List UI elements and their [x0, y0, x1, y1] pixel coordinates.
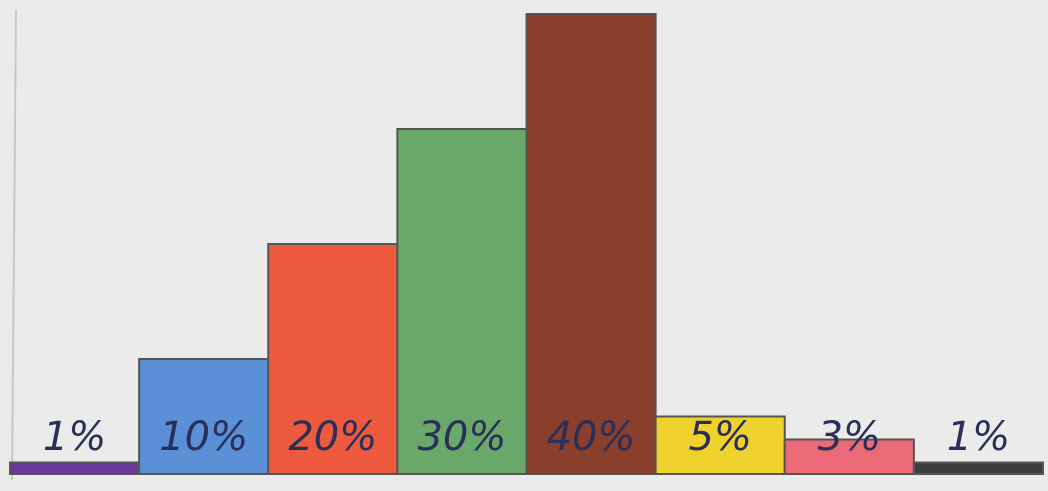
bar [396, 128, 528, 475]
bar [525, 13, 657, 475]
value-label: 1% [947, 414, 1010, 460]
value-label: 20% [288, 414, 377, 460]
value-label: 3% [818, 414, 881, 460]
bar [783, 438, 915, 475]
bar [654, 415, 786, 475]
value-label: 40% [547, 414, 636, 460]
value-label: 10% [159, 414, 248, 460]
y-axis [11, 9, 17, 481]
value-label: 1% [43, 414, 106, 460]
bar [267, 243, 399, 475]
bar [138, 358, 270, 475]
bar [912, 461, 1044, 475]
value-label: 30% [417, 414, 506, 460]
bar [9, 461, 141, 475]
value-label: 5% [688, 414, 751, 460]
